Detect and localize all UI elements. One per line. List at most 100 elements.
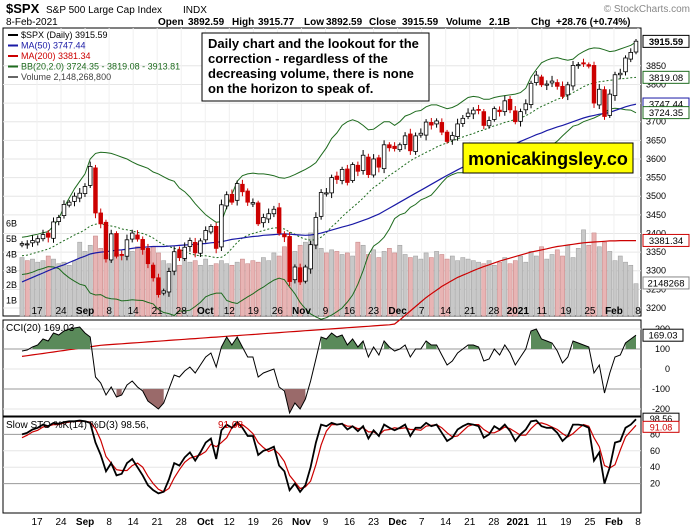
chg-value: +28.76 (+0.74%)	[556, 17, 631, 28]
legend-entry: $SPX (Daily) 3915.59	[21, 30, 108, 40]
x-tick-label: 28	[488, 517, 500, 528]
candle-body	[213, 225, 219, 249]
volume-bar	[476, 261, 481, 317]
volume-bar	[40, 260, 46, 317]
x-tick-label: 2021	[507, 517, 530, 528]
volume-bar	[329, 249, 334, 317]
candle-body	[455, 123, 460, 138]
x-tick-label: 23	[368, 517, 380, 528]
price-tag-box	[642, 233, 690, 247]
volume-bar	[502, 257, 508, 317]
ohlc-line: 8-Feb-2021 Open 3892.59 High 3915.77 Low…	[6, 17, 631, 28]
candle-body	[19, 243, 25, 246]
volume-bar	[360, 244, 366, 317]
volume-bar	[570, 257, 576, 317]
candle-body	[444, 131, 450, 142]
volume-bar	[560, 255, 565, 317]
candle-body	[381, 144, 387, 170]
x-tick-label: 14	[440, 306, 452, 317]
volume-bar	[460, 257, 466, 317]
volume-bar	[418, 258, 424, 317]
volume-bar	[114, 252, 119, 317]
volume-bar	[119, 255, 125, 317]
close-label: Close	[369, 17, 397, 28]
price-tick-label: 3450	[646, 210, 666, 220]
volume-bar	[177, 264, 182, 317]
cci-overbought-fill	[468, 345, 479, 349]
price-tag-text: 3747.44	[649, 100, 683, 111]
volume-bar	[135, 246, 140, 317]
candle-body	[192, 242, 198, 254]
open-value: 3892.59	[188, 17, 225, 28]
x-tick-label: 28	[488, 306, 500, 317]
legend-entry: BB(20,2.0) 3724.35 - 3819.08 - 3913.81	[21, 62, 180, 72]
sto-tick-label: 60	[650, 446, 660, 456]
volume-bar	[219, 260, 224, 317]
candle-body	[266, 213, 271, 220]
volume-tick-label: 2B	[6, 280, 17, 290]
annotation-line-4: on the horizon to speak of.	[208, 81, 373, 96]
volume-bar	[387, 248, 392, 317]
cci-value-tag	[642, 328, 684, 342]
x-tick-label: Feb	[605, 306, 623, 317]
candle-body	[255, 202, 261, 225]
x-tick-label: 17	[31, 306, 43, 317]
candle-body	[114, 233, 119, 257]
x-tick-label: 21	[152, 306, 164, 317]
sto-tick-label: 40	[650, 462, 660, 472]
candle-body	[240, 183, 245, 193]
candle-body	[429, 122, 434, 126]
sto-k-tag-text: 98.56	[650, 414, 673, 424]
volume-bar	[602, 241, 607, 317]
candle-body	[66, 201, 72, 206]
volume-bar	[428, 257, 434, 317]
x-tick-label: Oct	[197, 306, 214, 317]
price-tag-box	[642, 276, 690, 290]
volume-bar	[371, 249, 376, 317]
cci-line	[21, 326, 637, 415]
candle-body	[450, 135, 455, 141]
candle-body	[150, 264, 156, 279]
x-tick-label: 14	[440, 517, 452, 528]
x-tick-label: 21	[464, 306, 476, 317]
annotation-frame	[201, 32, 430, 102]
candle-body	[597, 88, 602, 106]
candle-body	[308, 244, 313, 270]
volume-bar	[628, 264, 634, 317]
volume-bar	[376, 257, 382, 317]
x-tick-label: 28	[176, 306, 188, 317]
x-tick-label: 25	[584, 517, 596, 528]
volume-bar	[345, 252, 350, 317]
volume-value: 2.1B	[489, 17, 510, 28]
volume-bar	[224, 263, 230, 317]
volume-bar	[549, 254, 555, 317]
volume-bar	[581, 229, 586, 317]
candle-body	[423, 121, 429, 136]
price-tick-label: 3200	[646, 303, 666, 313]
volume-bar	[554, 249, 560, 317]
x-tick-label: 24	[55, 306, 67, 317]
candle-body	[77, 192, 82, 199]
candle-body	[292, 266, 298, 281]
annotation-box: Daily chart and the lookout for the corr…	[201, 32, 430, 102]
volume-tick-label: 1B	[6, 296, 17, 306]
candle-body	[586, 64, 592, 67]
brand-frame	[462, 142, 634, 174]
cci-overbought-fill	[221, 337, 243, 349]
candle-body	[633, 40, 639, 53]
cci-overbought-fill	[625, 335, 636, 349]
cci-plot	[21, 326, 637, 415]
high-label: High	[232, 17, 254, 28]
x-tick-label: 19	[248, 517, 260, 528]
volume-bar	[407, 257, 413, 317]
cci-overbought-fill	[32, 327, 91, 349]
volume-bar	[339, 254, 345, 317]
candle-body	[30, 240, 35, 244]
bb-upper-line	[21, 41, 637, 238]
price-tick-label: 3600	[646, 154, 666, 164]
volume-bar	[512, 260, 518, 317]
price-tick-label: 3300	[646, 266, 666, 276]
volume-bar	[250, 260, 256, 317]
x-tick-label: 8	[635, 517, 641, 528]
